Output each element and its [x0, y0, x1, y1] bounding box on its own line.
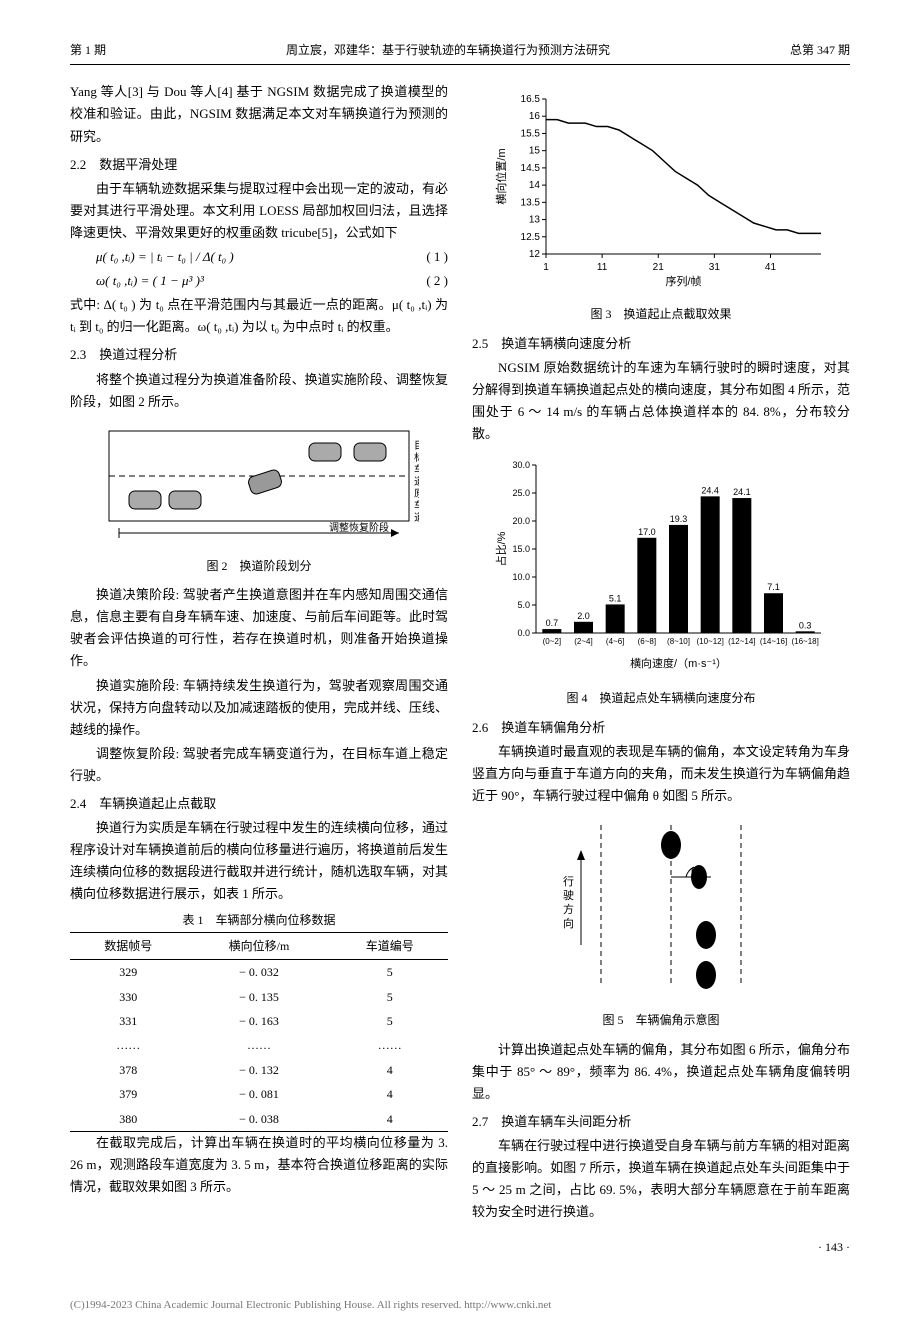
para: 换道行为实质是车辆在行驶过程中发生的连续横向位移，通过程序设计对车辆换道前后的横…: [70, 817, 448, 905]
svg-text:(8~10]: (8~10]: [667, 637, 690, 646]
svg-text:目: 目: [414, 441, 419, 452]
figure-4-caption: 图 4 换道起点处车辆横向速度分布: [472, 688, 850, 708]
figure-3-caption: 图 3 换道起止点截取效果: [472, 304, 850, 324]
header-left: 第 1 期: [70, 40, 106, 60]
svg-text:车: 车: [414, 463, 419, 476]
svg-text:1: 1: [543, 262, 549, 273]
svg-text:16.5: 16.5: [521, 94, 541, 105]
svg-text:横向速度/（m·s⁻¹）: 横向速度/（m·s⁻¹）: [630, 656, 727, 670]
svg-text:21: 21: [653, 262, 665, 273]
svg-text:(2~4]: (2~4]: [574, 637, 592, 646]
footer-cnki: (C)1994-2023 China Academic Journal Elec…: [0, 1288, 920, 1335]
header-center: 周立宸，邓建华：基于行驶轨迹的车辆换道行为预测方法研究: [286, 40, 610, 60]
table-1: 数据帧号横向位移/m车道编号 329− 0. 0325330− 0. 13553…: [70, 932, 448, 1132]
svg-text:14: 14: [529, 181, 541, 192]
svg-text:(4~6]: (4~6]: [606, 637, 624, 646]
section-heading: 2.4 车辆换道起止点截取: [70, 793, 448, 815]
para: 车辆在行驶过程中进行换道受自身车辆与前方车辆的相对距离的直接影响。如图 7 所示…: [472, 1135, 850, 1223]
svg-text:12: 12: [529, 249, 541, 260]
svg-text:占比/%: 占比/%: [494, 532, 508, 567]
svg-text:12.5: 12.5: [521, 232, 541, 243]
header-right: 总第 347 期: [790, 40, 850, 60]
svg-text:16: 16: [529, 112, 541, 123]
svg-text:行: 行: [563, 875, 574, 888]
para: 计算出换道起点处车辆的偏角，其分布如图 6 所示，偏角分布集中于 85° ～ 8…: [472, 1039, 850, 1105]
section-heading: 2.2 数据平滑处理: [70, 154, 448, 176]
svg-text:(0~2]: (0~2]: [543, 637, 561, 646]
svg-text:(14~16]: (14~16]: [760, 637, 787, 646]
svg-text:2.0: 2.0: [577, 611, 590, 621]
right-column: 1212.51313.51414.51515.51616.5111213141序…: [472, 81, 850, 1225]
svg-text:15.5: 15.5: [521, 129, 541, 140]
formula-1: μ( t₀ ,tᵢ) = | tᵢ − t₀ | / Δ( t₀ ) ( 1 ): [70, 246, 448, 268]
svg-text:车: 车: [414, 499, 419, 512]
svg-text:17.0: 17.0: [638, 527, 656, 537]
svg-text:24.4: 24.4: [701, 486, 719, 496]
svg-text:0.0: 0.0: [517, 628, 530, 638]
svg-text:0.7: 0.7: [546, 618, 559, 628]
svg-text:13.5: 13.5: [521, 198, 541, 209]
svg-text:19.3: 19.3: [670, 514, 688, 524]
section-heading: 2.7 换道车辆车头间距分析: [472, 1111, 850, 1133]
svg-text:(10~12]: (10~12]: [696, 637, 723, 646]
svg-text:5.0: 5.0: [517, 600, 530, 610]
svg-text:驶: 驶: [563, 888, 574, 902]
figure-2-caption: 图 2 换道阶段划分: [70, 556, 448, 576]
svg-text:14.5: 14.5: [521, 163, 541, 174]
para: Yang 等人[3] 与 Dou 等人[4] 基于 NGSIM 数据完成了换道模…: [70, 81, 448, 147]
svg-text:θ: θ: [691, 866, 697, 878]
svg-text:序列/帧: 序列/帧: [665, 274, 701, 288]
section-heading: 2.6 换道车辆偏角分析: [472, 717, 850, 739]
para: NGSIM 原始数据统计的车速为车辆行驶时的瞬时速度，对其分解得到换道车辆换道起…: [472, 357, 850, 445]
svg-text:原: 原: [414, 488, 419, 500]
svg-text:7.1: 7.1: [767, 583, 780, 593]
table-1-caption: 表 1 车辆部分横向位移数据: [70, 910, 448, 930]
figure-2: 目 标 车 道 原 车 道 调整恢复阶段: [70, 421, 448, 548]
para: 式中: Δ( t₀ ) 为 t₀ 点在平滑范围内与其最近一点的距离。μ( t₀ …: [70, 294, 448, 338]
para: 调整恢复阶段: 驾驶者完成车辆变道行为，在目标车道上稳定行驶。: [70, 743, 448, 787]
svg-text:24.1: 24.1: [733, 487, 751, 497]
svg-text:(6~8]: (6~8]: [638, 637, 656, 646]
svg-text:方: 方: [563, 902, 574, 916]
figure-3: 1212.51313.51414.51515.51616.5111213141序…: [472, 89, 850, 296]
svg-text:15.0: 15.0: [512, 544, 530, 554]
para: 换道决策阶段: 驾驶者产生换道意图并在车内感知周围交通信息，信息主要有自身车辆车…: [70, 584, 448, 672]
svg-text:5.1: 5.1: [609, 594, 622, 604]
para: 在截取完成后，计算出车辆在换道时的平均横向位移量为 3. 26 m，观测路段车道…: [70, 1132, 448, 1198]
left-column: Yang 等人[3] 与 Dou 等人[4] 基于 NGSIM 数据完成了换道模…: [70, 81, 448, 1225]
para: 由于车辆轨迹数据采集与提取过程中会出现一定的波动，有必要对其进行平滑处理。本文利…: [70, 178, 448, 244]
figure-5-caption: 图 5 车辆偏角示意图: [472, 1010, 850, 1030]
page-number: · 143 ·: [70, 1237, 850, 1257]
section-heading: 2.3 换道过程分析: [70, 344, 448, 366]
svg-text:标: 标: [414, 452, 419, 464]
svg-text:13: 13: [529, 215, 541, 226]
svg-text:道: 道: [414, 475, 419, 488]
para: 将整个换道过程分为换道准备阶段、换道实施阶段、调整恢复阶段，如图 2 所示。: [70, 369, 448, 413]
svg-text:41: 41: [765, 262, 777, 273]
svg-text:道: 道: [414, 511, 419, 524]
svg-text:20.0: 20.0: [512, 516, 530, 526]
page-header: 第 1 期 周立宸，邓建华：基于行驶轨迹的车辆换道行为预测方法研究 总第 347…: [70, 40, 850, 65]
para: 换道实施阶段: 车辆持续发生换道行为，驾驶者观察周围交通状况，保持方向盘转动以及…: [70, 675, 448, 741]
section-heading: 2.5 换道车辆横向速度分析: [472, 333, 850, 355]
svg-text:31: 31: [709, 262, 721, 273]
svg-text:调整恢复阶段: 调整恢复阶段: [329, 521, 389, 534]
svg-text:(16~18]: (16~18]: [791, 637, 818, 646]
svg-text:11: 11: [597, 262, 608, 273]
figure-4: 0.0 5.0 10.0 15.0 20.0 25.0 30.0 0.7 (0~2] 2.0 (2~…: [472, 453, 850, 680]
svg-text:0.3: 0.3: [799, 621, 812, 631]
formula-2: ω( t₀ ,tᵢ) = ( 1 − μ³ )³ ( 2 ): [70, 270, 448, 292]
figure-5: 行 驶 方 向 θ: [472, 815, 850, 1002]
svg-text:30.0: 30.0: [512, 460, 530, 470]
para: 车辆换道时最直观的表现是车辆的偏角，本文设定转角为车身竖直方向与垂直于车道方向的…: [472, 741, 850, 807]
svg-text:25.0: 25.0: [512, 488, 530, 498]
svg-text:横向位置/m: 横向位置/m: [494, 149, 508, 205]
svg-text:向: 向: [563, 916, 574, 930]
svg-text:15: 15: [529, 146, 541, 157]
svg-text:(12~14]: (12~14]: [728, 637, 755, 646]
svg-text:10.0: 10.0: [512, 572, 530, 582]
